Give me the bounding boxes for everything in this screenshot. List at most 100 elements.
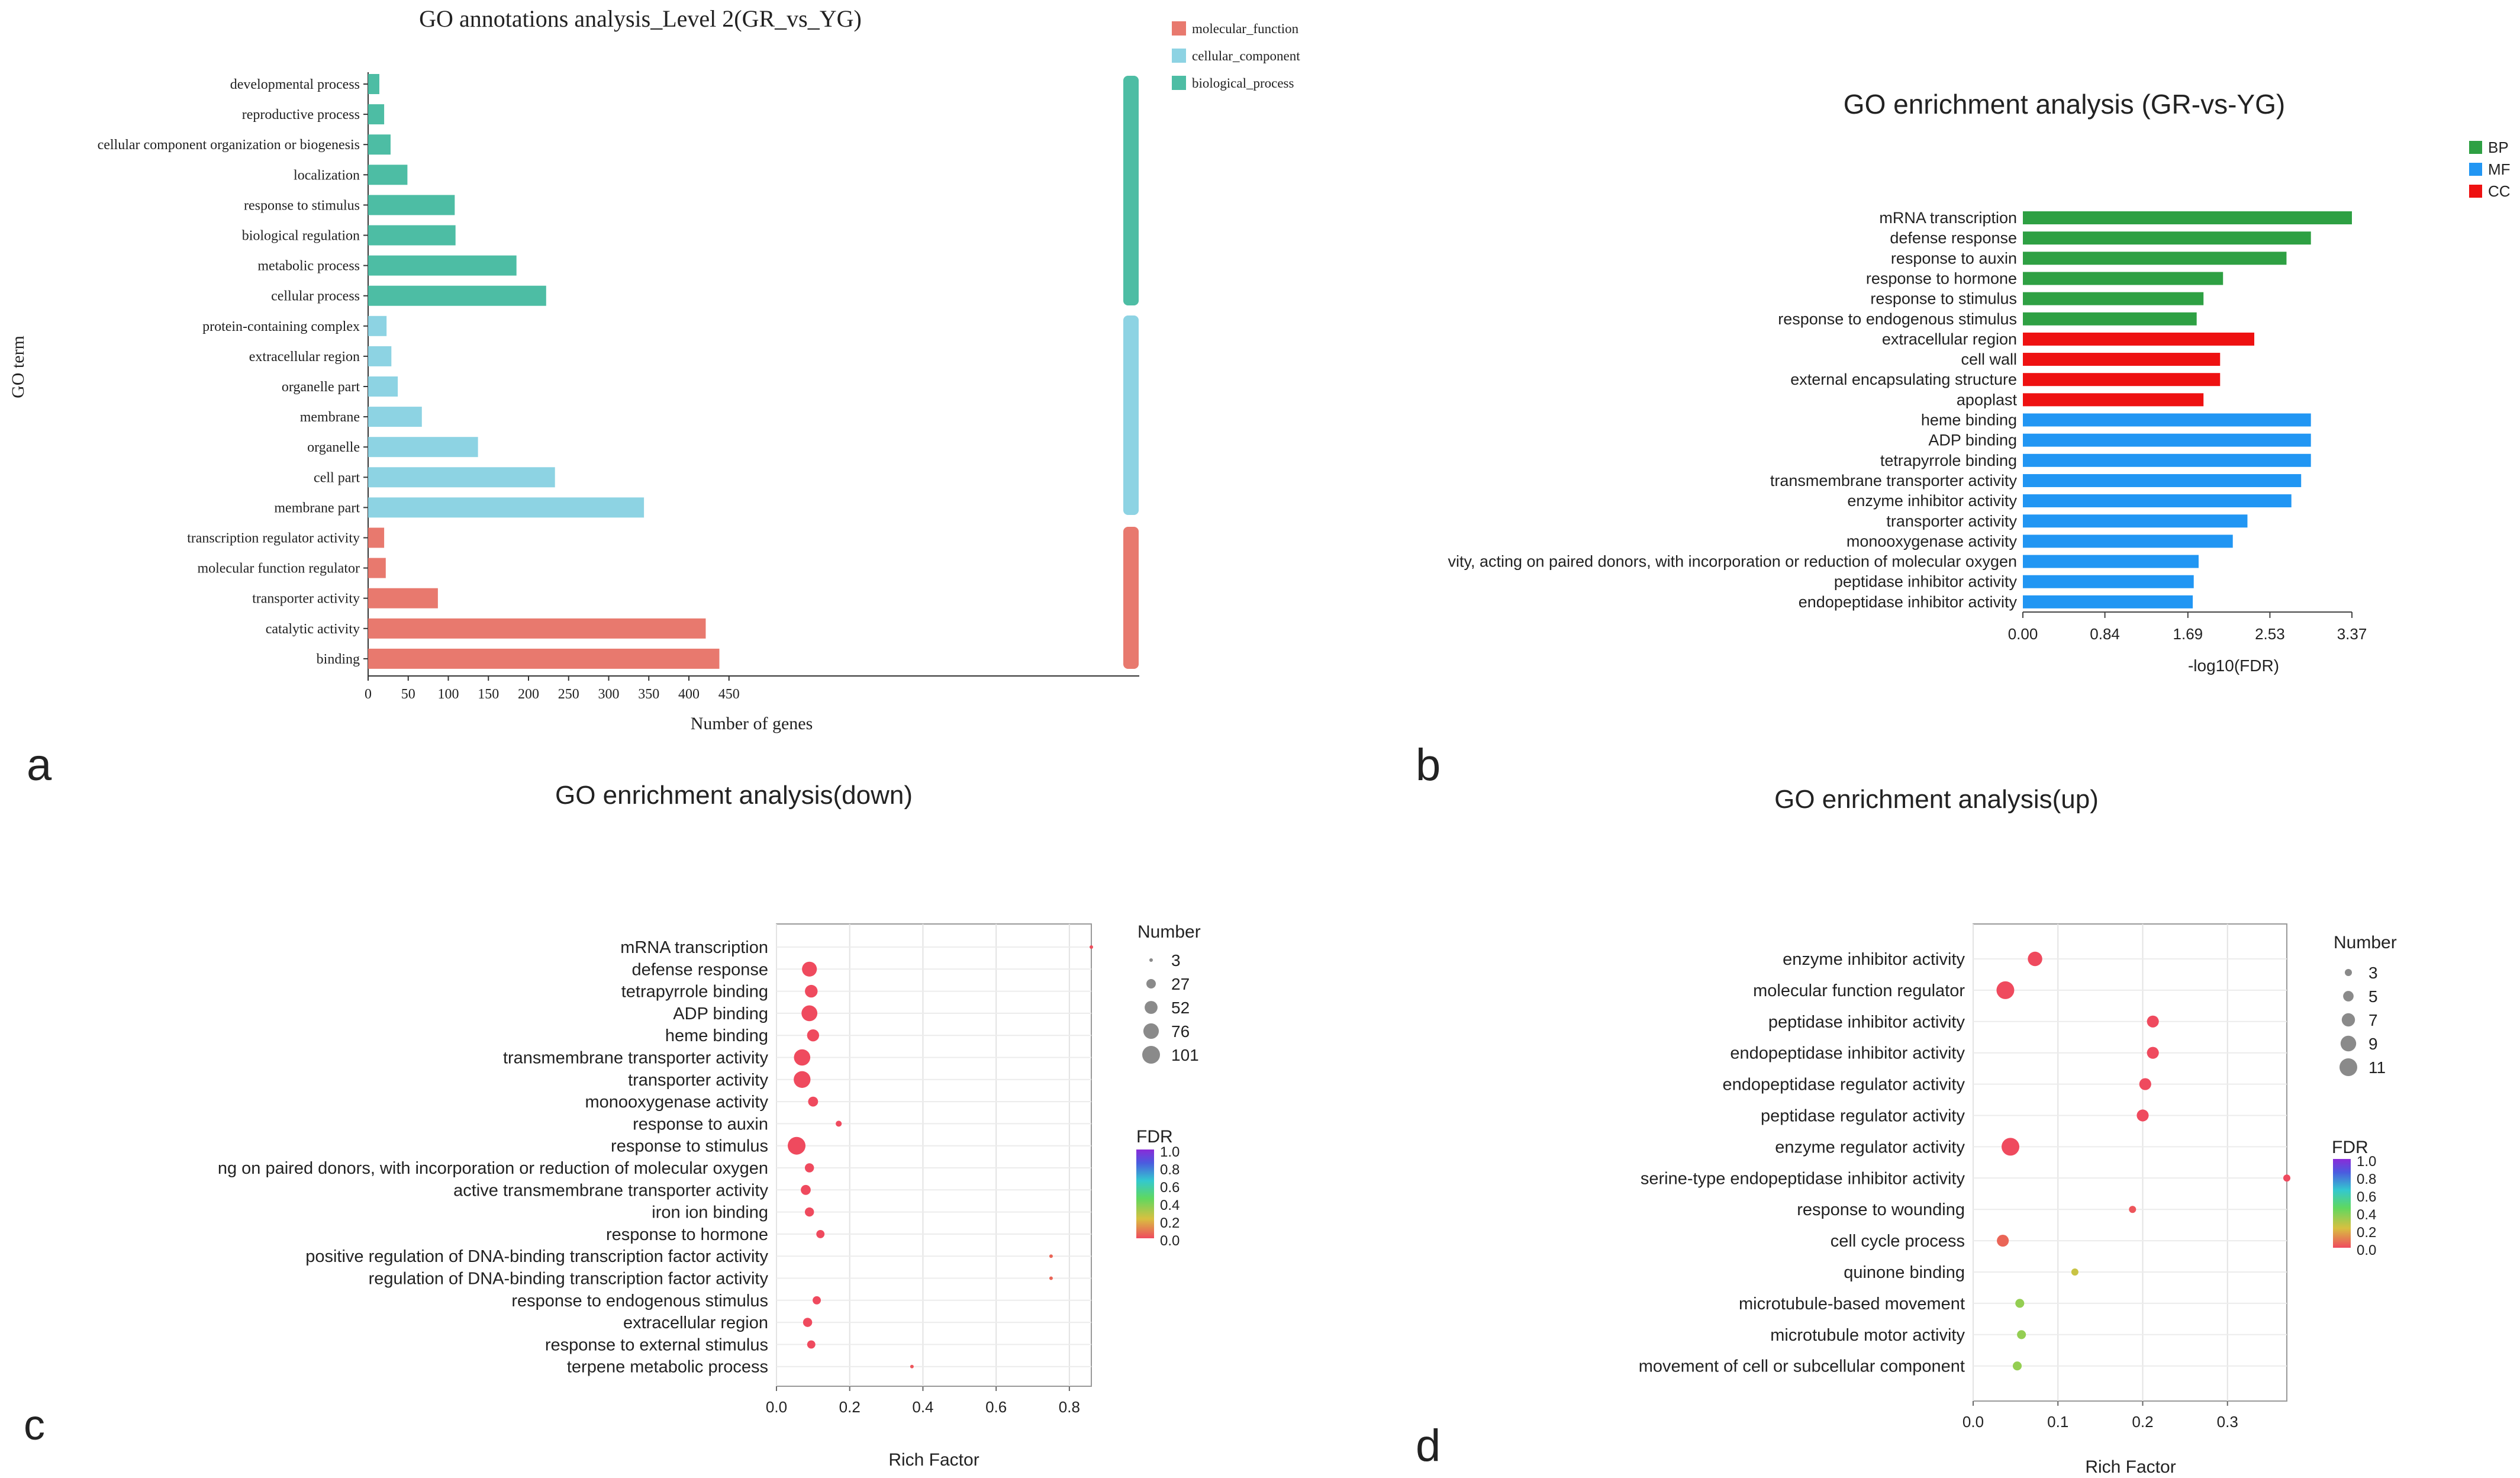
- category-label-11: microtubule-based movement: [1739, 1295, 1965, 1313]
- point-3: [2147, 1046, 2159, 1059]
- panel-a-title: GO annotations analysis_Level 2(GR_vs_YG…: [419, 5, 862, 32]
- panel-d-points: [1996, 951, 2290, 1371]
- panel-a: GO annotations analysis_Level 2(GR_vs_YG…: [8, 5, 1300, 790]
- bar-4: [2023, 292, 2204, 305]
- panel-c-size-legend-title: Number: [1137, 922, 1201, 942]
- panel-c-size-legend: Number 3 27 52 76 101: [1137, 922, 1201, 1064]
- category-label-10: heme binding: [1921, 411, 2017, 429]
- point-12: [2017, 1330, 2026, 1339]
- category-label-10: ng on paired donors, with incorporation …: [218, 1159, 768, 1178]
- point-5: [794, 1049, 811, 1066]
- category-label-8: protein-containing complex: [202, 319, 360, 334]
- panel-d-size-legend-title: Number: [2334, 933, 2397, 952]
- point-10: [2071, 1268, 2078, 1276]
- point-18: [807, 1340, 816, 1349]
- x-tick-label-9: 450: [718, 687, 740, 702]
- size-legend-dot-2: [1145, 1001, 1158, 1014]
- bar-17: [368, 588, 438, 608]
- point-15: [1049, 1276, 1053, 1280]
- legend-swatch-cellular-component: [1172, 49, 1186, 63]
- color-legend-label-0: 1.0: [2357, 1154, 2376, 1170]
- category-label-12: organelle: [307, 440, 360, 455]
- size-legend-dot-4: [2339, 1058, 2357, 1076]
- legend-swatch-mf: [2469, 163, 2482, 176]
- color-legend-label-1: 0.8: [1160, 1162, 1180, 1178]
- category-label-7: cell wall: [1961, 350, 2017, 368]
- bar-8: [368, 315, 387, 336]
- color-legend-label-3: 0.4: [2357, 1207, 2376, 1223]
- size-legend-dot-1: [1146, 979, 1156, 988]
- x-tick-label-0: 0.0: [766, 1398, 787, 1416]
- bar-7: [368, 285, 546, 306]
- bar-8: [2023, 373, 2221, 387]
- panel-a-x-axis-label: Number of genes: [691, 714, 813, 733]
- category-label-0: developmental process: [230, 77, 360, 92]
- color-legend-label-4: 0.2: [1160, 1215, 1180, 1231]
- bar-10: [368, 376, 398, 397]
- group-bar-cellular-component: [1123, 315, 1139, 515]
- point-3: [801, 1005, 818, 1022]
- category-label-6: metabolic process: [257, 259, 360, 274]
- point-19: [910, 1364, 914, 1368]
- category-label-16: molecular function regulator: [197, 561, 360, 577]
- size-legend-label-2: 7: [2368, 1011, 2378, 1029]
- size-legend-label-4: 101: [1171, 1046, 1199, 1064]
- panel-b-legend: BP MF CC: [2469, 139, 2511, 200]
- x-tick-label-2: 100: [438, 687, 459, 702]
- point-1: [1996, 981, 2015, 999]
- point-0: [1090, 945, 1093, 949]
- point-10: [804, 1163, 814, 1173]
- size-legend-label-1: 27: [1171, 975, 1190, 993]
- category-label-16: response to endogenous stimulus: [511, 1292, 768, 1310]
- panel-letter-b: b: [1416, 740, 1441, 790]
- category-label-4: response to stimulus: [244, 198, 360, 213]
- color-legend-label-0: 1.0: [1160, 1144, 1180, 1160]
- panel-b-x-axis-label: -log10(FDR): [2188, 656, 2279, 675]
- panel-d-x-axis-label: Rich Factor: [2085, 1457, 2176, 1477]
- size-legend-dot-3: [1143, 1023, 1159, 1039]
- panel-letter-c: c: [24, 1402, 45, 1449]
- panel-c-color-legend-title: FDR: [1136, 1127, 1173, 1147]
- category-label-1: defense response: [631, 960, 768, 979]
- category-label-15: transporter activity: [1886, 512, 2017, 530]
- category-label-19: endopeptidase inhibitor activity: [1799, 593, 2018, 611]
- panel-a-y-axis-label: GO term: [8, 336, 28, 398]
- x-tick-label-1: 0.2: [839, 1398, 861, 1416]
- category-label-1: molecular function regulator: [1753, 981, 1965, 1000]
- x-tick-label-1: 50: [401, 687, 415, 702]
- size-legend-label-3: 76: [1171, 1022, 1190, 1041]
- category-label-6: enzyme regulator activity: [1775, 1138, 1965, 1157]
- size-legend-label-0: 3: [1171, 951, 1181, 970]
- bar-4: [368, 195, 455, 215]
- category-label-17: transporter activity: [252, 591, 360, 607]
- panel-d-gridlines: [1973, 924, 2287, 1401]
- category-label-3: response to hormone: [1866, 269, 2017, 287]
- panel-a-bars: [368, 74, 720, 669]
- bar-0: [2023, 211, 2352, 224]
- category-label-9: response to stimulus: [611, 1137, 768, 1156]
- panel-d-color-legend-title: FDR: [2332, 1138, 2368, 1157]
- category-label-8: response to auxin: [633, 1115, 768, 1134]
- category-label-0: enzyme inhibitor activity: [1783, 950, 1965, 969]
- category-label-7: monooxygenase activity: [585, 1093, 769, 1112]
- category-label-10: organelle part: [282, 379, 360, 395]
- category-label-15: regulation of DNA-binding transcription …: [369, 1270, 769, 1289]
- size-legend-dot-4: [1142, 1046, 1160, 1064]
- category-label-5: transmembrane transporter activity: [503, 1049, 769, 1068]
- category-label-18: response to external stimulus: [545, 1335, 768, 1354]
- color-legend-label-1: 0.8: [2357, 1171, 2376, 1187]
- category-label-2: peptidase inhibitor activity: [1768, 1013, 1965, 1032]
- bar-1: [368, 104, 385, 125]
- legend-swatch-bp: [2469, 141, 2482, 154]
- panel-d: GO enrichment analysis(up) enzyme inhibi…: [1416, 785, 2397, 1477]
- panel-c-x-axis-label: Rich Factor: [888, 1450, 979, 1470]
- category-label-7: serine-type endopeptidase inhibitor acti…: [1641, 1169, 1965, 1188]
- panel-letter-a: a: [27, 740, 52, 790]
- panel-b: GO enrichment analysis (GR-vs-YG) mRNA t…: [1416, 89, 2511, 790]
- bar-13: [2023, 474, 2302, 487]
- bar-14: [2023, 494, 2292, 508]
- bar-1: [2023, 231, 2311, 245]
- point-8: [836, 1120, 842, 1127]
- bar-9: [368, 346, 392, 366]
